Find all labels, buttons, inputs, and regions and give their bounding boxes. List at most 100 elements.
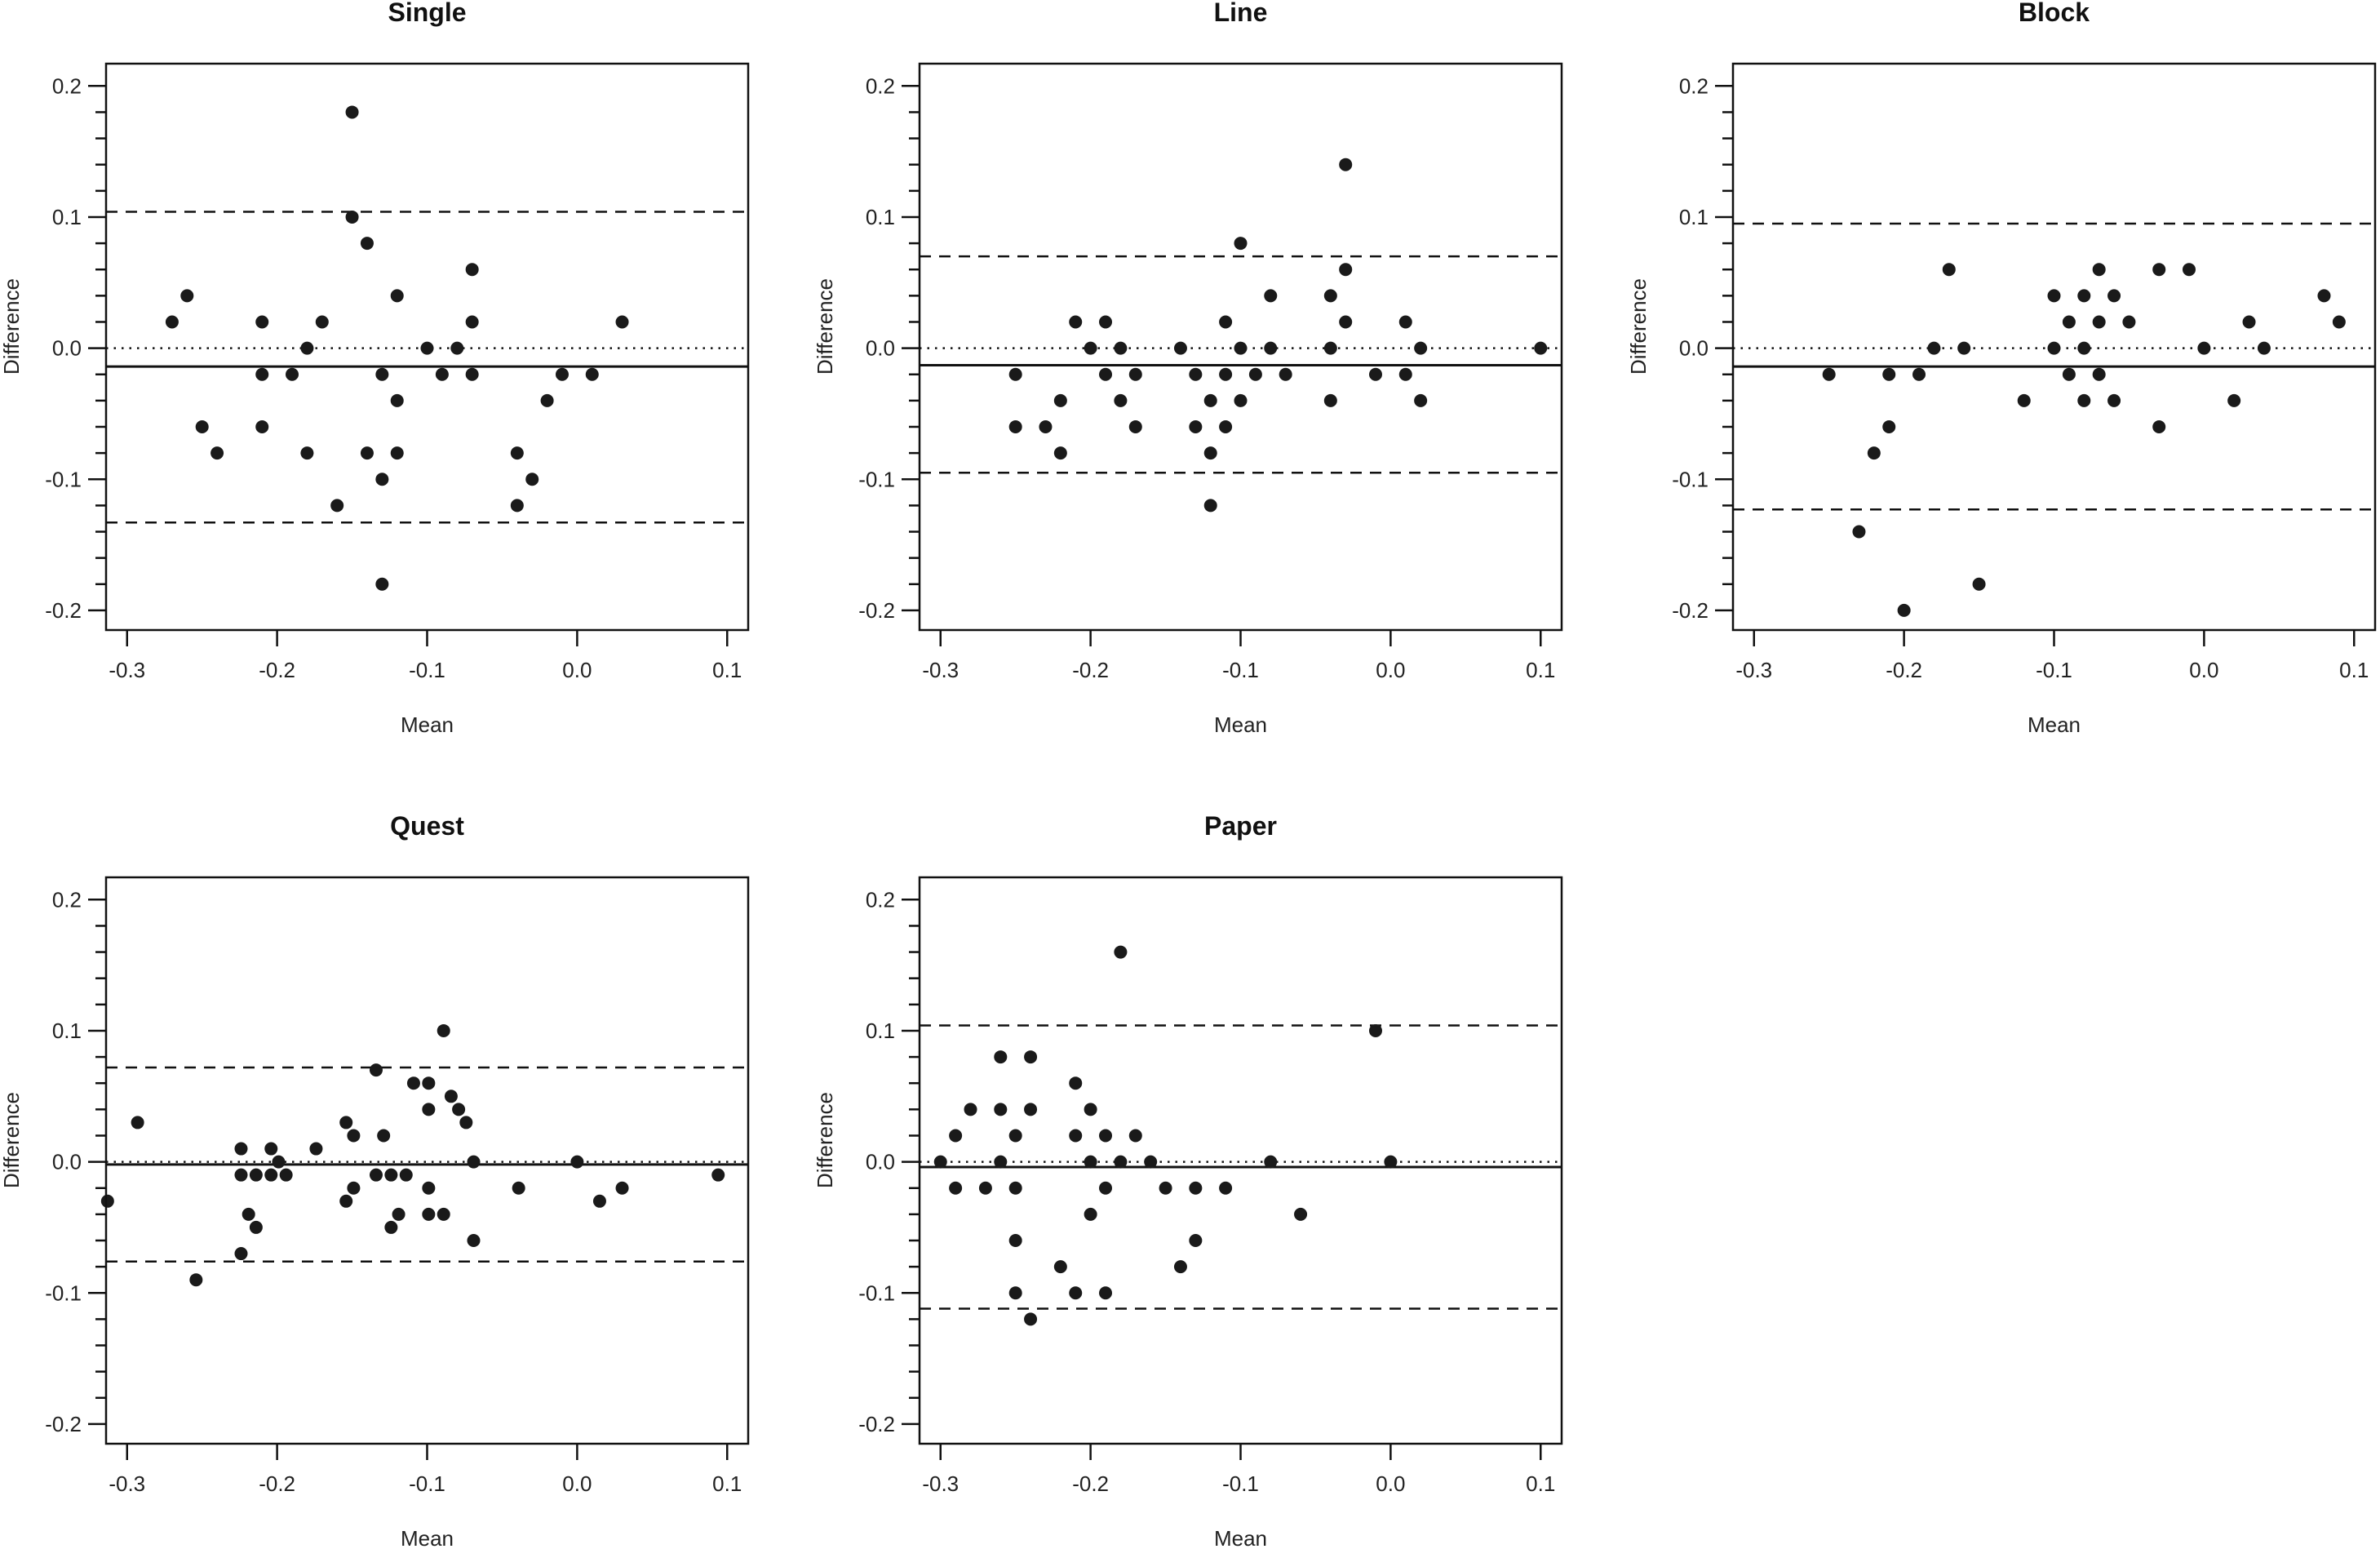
y-tick-label: 0.0 <box>866 1150 895 1174</box>
data-point <box>2077 289 2091 303</box>
data-point <box>1099 367 1113 381</box>
x-tick-label: -0.2 <box>1886 658 1922 682</box>
y-tick-label: -0.1 <box>858 1280 895 1305</box>
y-axis-title: Difference <box>1626 278 1651 375</box>
data-point <box>1114 1155 1128 1169</box>
x-tick-label: 0.0 <box>1376 1471 1405 1496</box>
data-point <box>315 315 329 329</box>
data-point <box>384 1220 398 1234</box>
data-point <box>234 1142 248 1156</box>
y-tick-label: 0.1 <box>52 205 82 229</box>
data-point <box>467 1233 481 1247</box>
data-point <box>452 1103 466 1116</box>
data-point <box>369 1063 383 1077</box>
panel-quest: Quest -0.2 -0.1 0.0 0.1 0.2 -0.3 -0.2 -0.1 0.0 0.1… <box>0 811 750 1549</box>
data-point <box>195 419 209 433</box>
panel-paper: Paper -0.2 -0.1 0.0 0.1 0.2 -0.3 -0.2 -0.1 0.0 0.1… <box>813 811 1563 1549</box>
data-point <box>437 1207 450 1221</box>
data-point <box>255 315 269 329</box>
data-point <box>994 1103 1008 1116</box>
data-point <box>422 1076 436 1090</box>
y-tick-label: 0.1 <box>1679 205 1709 229</box>
data-point <box>615 1181 629 1195</box>
data-point <box>330 499 344 513</box>
data-point <box>399 1168 413 1182</box>
data-point <box>1248 367 1262 381</box>
data-point <box>1339 263 1353 277</box>
data-point <box>570 1155 584 1169</box>
data-point <box>390 446 404 460</box>
data-point <box>422 1181 436 1195</box>
panel-title: Block <box>2019 0 2090 27</box>
data-point <box>2107 289 2121 303</box>
data-point <box>1008 1181 1022 1195</box>
data-point <box>1084 1155 1097 1169</box>
data-point <box>1189 1181 1203 1195</box>
y-axis-title: Difference <box>0 1092 24 1188</box>
x-tick-label: -0.3 <box>109 658 145 682</box>
data-point <box>711 1168 725 1182</box>
data-point <box>345 210 359 224</box>
data-point <box>2197 341 2211 355</box>
data-point <box>1219 367 1233 381</box>
data-point <box>1323 393 1337 407</box>
data-point <box>1897 603 1911 617</box>
data-point <box>1053 1260 1067 1274</box>
x-tick-label: -0.2 <box>259 658 295 682</box>
data-point <box>1882 419 1896 433</box>
data-point <box>1323 341 1337 355</box>
data-point <box>1972 577 1986 591</box>
data-point <box>964 1103 977 1116</box>
panel-title: Quest <box>390 811 464 841</box>
data-point <box>1128 367 1142 381</box>
data-point <box>1264 341 1278 355</box>
data-point <box>1053 393 1067 407</box>
x-tick-label: 0.1 <box>712 658 742 682</box>
y-tick-label: -0.2 <box>858 1412 895 1436</box>
data-point <box>978 1181 992 1195</box>
data-point <box>2077 341 2091 355</box>
y-tick-label: -0.1 <box>1672 467 1709 491</box>
data-point <box>1189 419 1203 433</box>
y-tick-label: 0.2 <box>866 887 895 912</box>
data-point <box>1219 1181 1233 1195</box>
data-point <box>422 1103 436 1116</box>
data-point <box>406 1076 420 1090</box>
data-point <box>100 1194 114 1208</box>
data-point <box>2062 315 2076 329</box>
data-point <box>131 1116 144 1130</box>
data-point <box>512 1181 525 1195</box>
x-tick-label: -0.1 <box>409 1471 445 1496</box>
data-point <box>420 341 434 355</box>
data-point <box>1099 315 1113 329</box>
data-point <box>1114 945 1128 959</box>
data-point <box>189 1273 203 1287</box>
data-point <box>2122 315 2136 329</box>
data-point <box>234 1168 248 1182</box>
data-point <box>2227 393 2241 407</box>
data-point <box>1339 315 1353 329</box>
y-tick-label: -0.2 <box>45 1412 82 1436</box>
data-point <box>444 1090 458 1103</box>
data-point <box>1189 367 1203 381</box>
data-point <box>510 446 524 460</box>
y-tick-label: -0.1 <box>45 1280 82 1305</box>
data-point <box>390 393 404 407</box>
data-point <box>1398 367 1412 381</box>
x-axis-title: Mean <box>401 1526 454 1549</box>
data-point <box>1414 393 1428 407</box>
x-axis-title: Mean <box>1214 712 1267 737</box>
data-point <box>1084 1103 1097 1116</box>
data-point <box>2332 315 2346 329</box>
data-point <box>1323 289 1337 303</box>
data-point <box>1867 446 1881 460</box>
x-tick-label: 0.0 <box>1376 658 1405 682</box>
x-tick-label: -0.1 <box>1222 658 1259 682</box>
data-point <box>422 1207 436 1221</box>
data-point <box>1822 367 1836 381</box>
data-point <box>1128 1129 1142 1143</box>
data-point <box>2047 341 2061 355</box>
data-point <box>1882 367 1896 381</box>
x-tick-label: -0.2 <box>1072 658 1109 682</box>
